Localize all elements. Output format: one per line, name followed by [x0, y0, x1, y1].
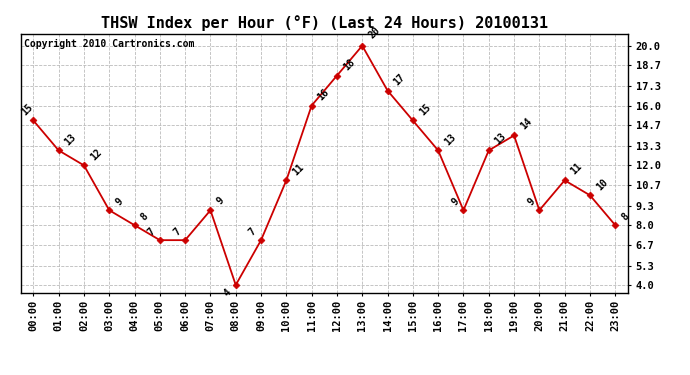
- Text: 13: 13: [493, 131, 509, 146]
- Text: 7: 7: [171, 226, 182, 237]
- Text: 13: 13: [63, 132, 78, 148]
- Text: 13: 13: [442, 132, 457, 148]
- Text: 12: 12: [88, 147, 104, 163]
- Title: THSW Index per Hour (°F) (Last 24 Hours) 20100131: THSW Index per Hour (°F) (Last 24 Hours)…: [101, 15, 548, 31]
- Text: 9: 9: [450, 196, 461, 207]
- Text: 7: 7: [146, 226, 157, 237]
- Text: 17: 17: [392, 72, 407, 88]
- Text: Copyright 2010 Cartronics.com: Copyright 2010 Cartronics.com: [23, 39, 194, 49]
- Text: 7: 7: [247, 226, 258, 237]
- Text: 18: 18: [341, 57, 357, 73]
- Text: 14: 14: [518, 116, 533, 131]
- Text: 4: 4: [222, 288, 233, 299]
- Text: 16: 16: [316, 87, 331, 103]
- Text: 11: 11: [569, 161, 584, 176]
- Text: 9: 9: [526, 196, 537, 207]
- Text: 11: 11: [290, 162, 306, 177]
- Text: 9: 9: [215, 195, 226, 206]
- Text: 10: 10: [594, 177, 609, 192]
- Text: 9: 9: [113, 196, 125, 207]
- Text: 20: 20: [366, 25, 382, 40]
- Text: 8: 8: [139, 211, 150, 222]
- Text: 15: 15: [19, 102, 34, 118]
- Text: 8: 8: [620, 211, 631, 222]
- Text: 15: 15: [417, 102, 433, 118]
